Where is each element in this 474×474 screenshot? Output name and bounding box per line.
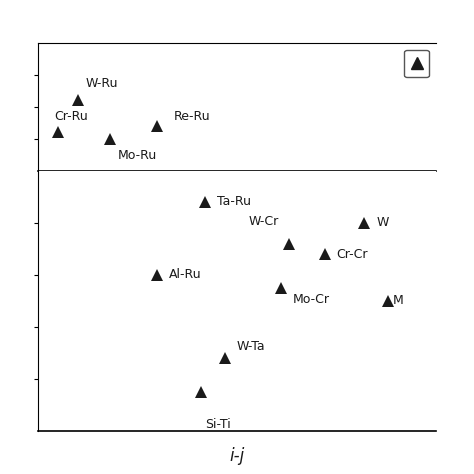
Text: W-Cr: W-Cr [249,215,279,228]
Text: W: W [376,216,389,229]
Text: W-Ta: W-Ta [237,340,265,353]
Text: Cr-Ru: Cr-Ru [54,110,88,123]
Text: Mo-Cr: Mo-Cr [293,293,330,306]
Text: Al-Ru: Al-Ru [169,268,202,282]
Text: i-j: i-j [229,447,245,465]
Text: Si-Ti: Si-Ti [205,419,231,431]
Text: M: M [392,294,403,308]
Text: Cr-Cr: Cr-Cr [337,247,368,261]
Text: W-Ru: W-Ru [86,77,118,90]
Text: Re-Ru: Re-Ru [173,110,210,123]
Text: Mo-Ru: Mo-Ru [118,149,157,162]
Legend:  [404,50,429,77]
Text: Ta-Ru: Ta-Ru [217,195,251,209]
